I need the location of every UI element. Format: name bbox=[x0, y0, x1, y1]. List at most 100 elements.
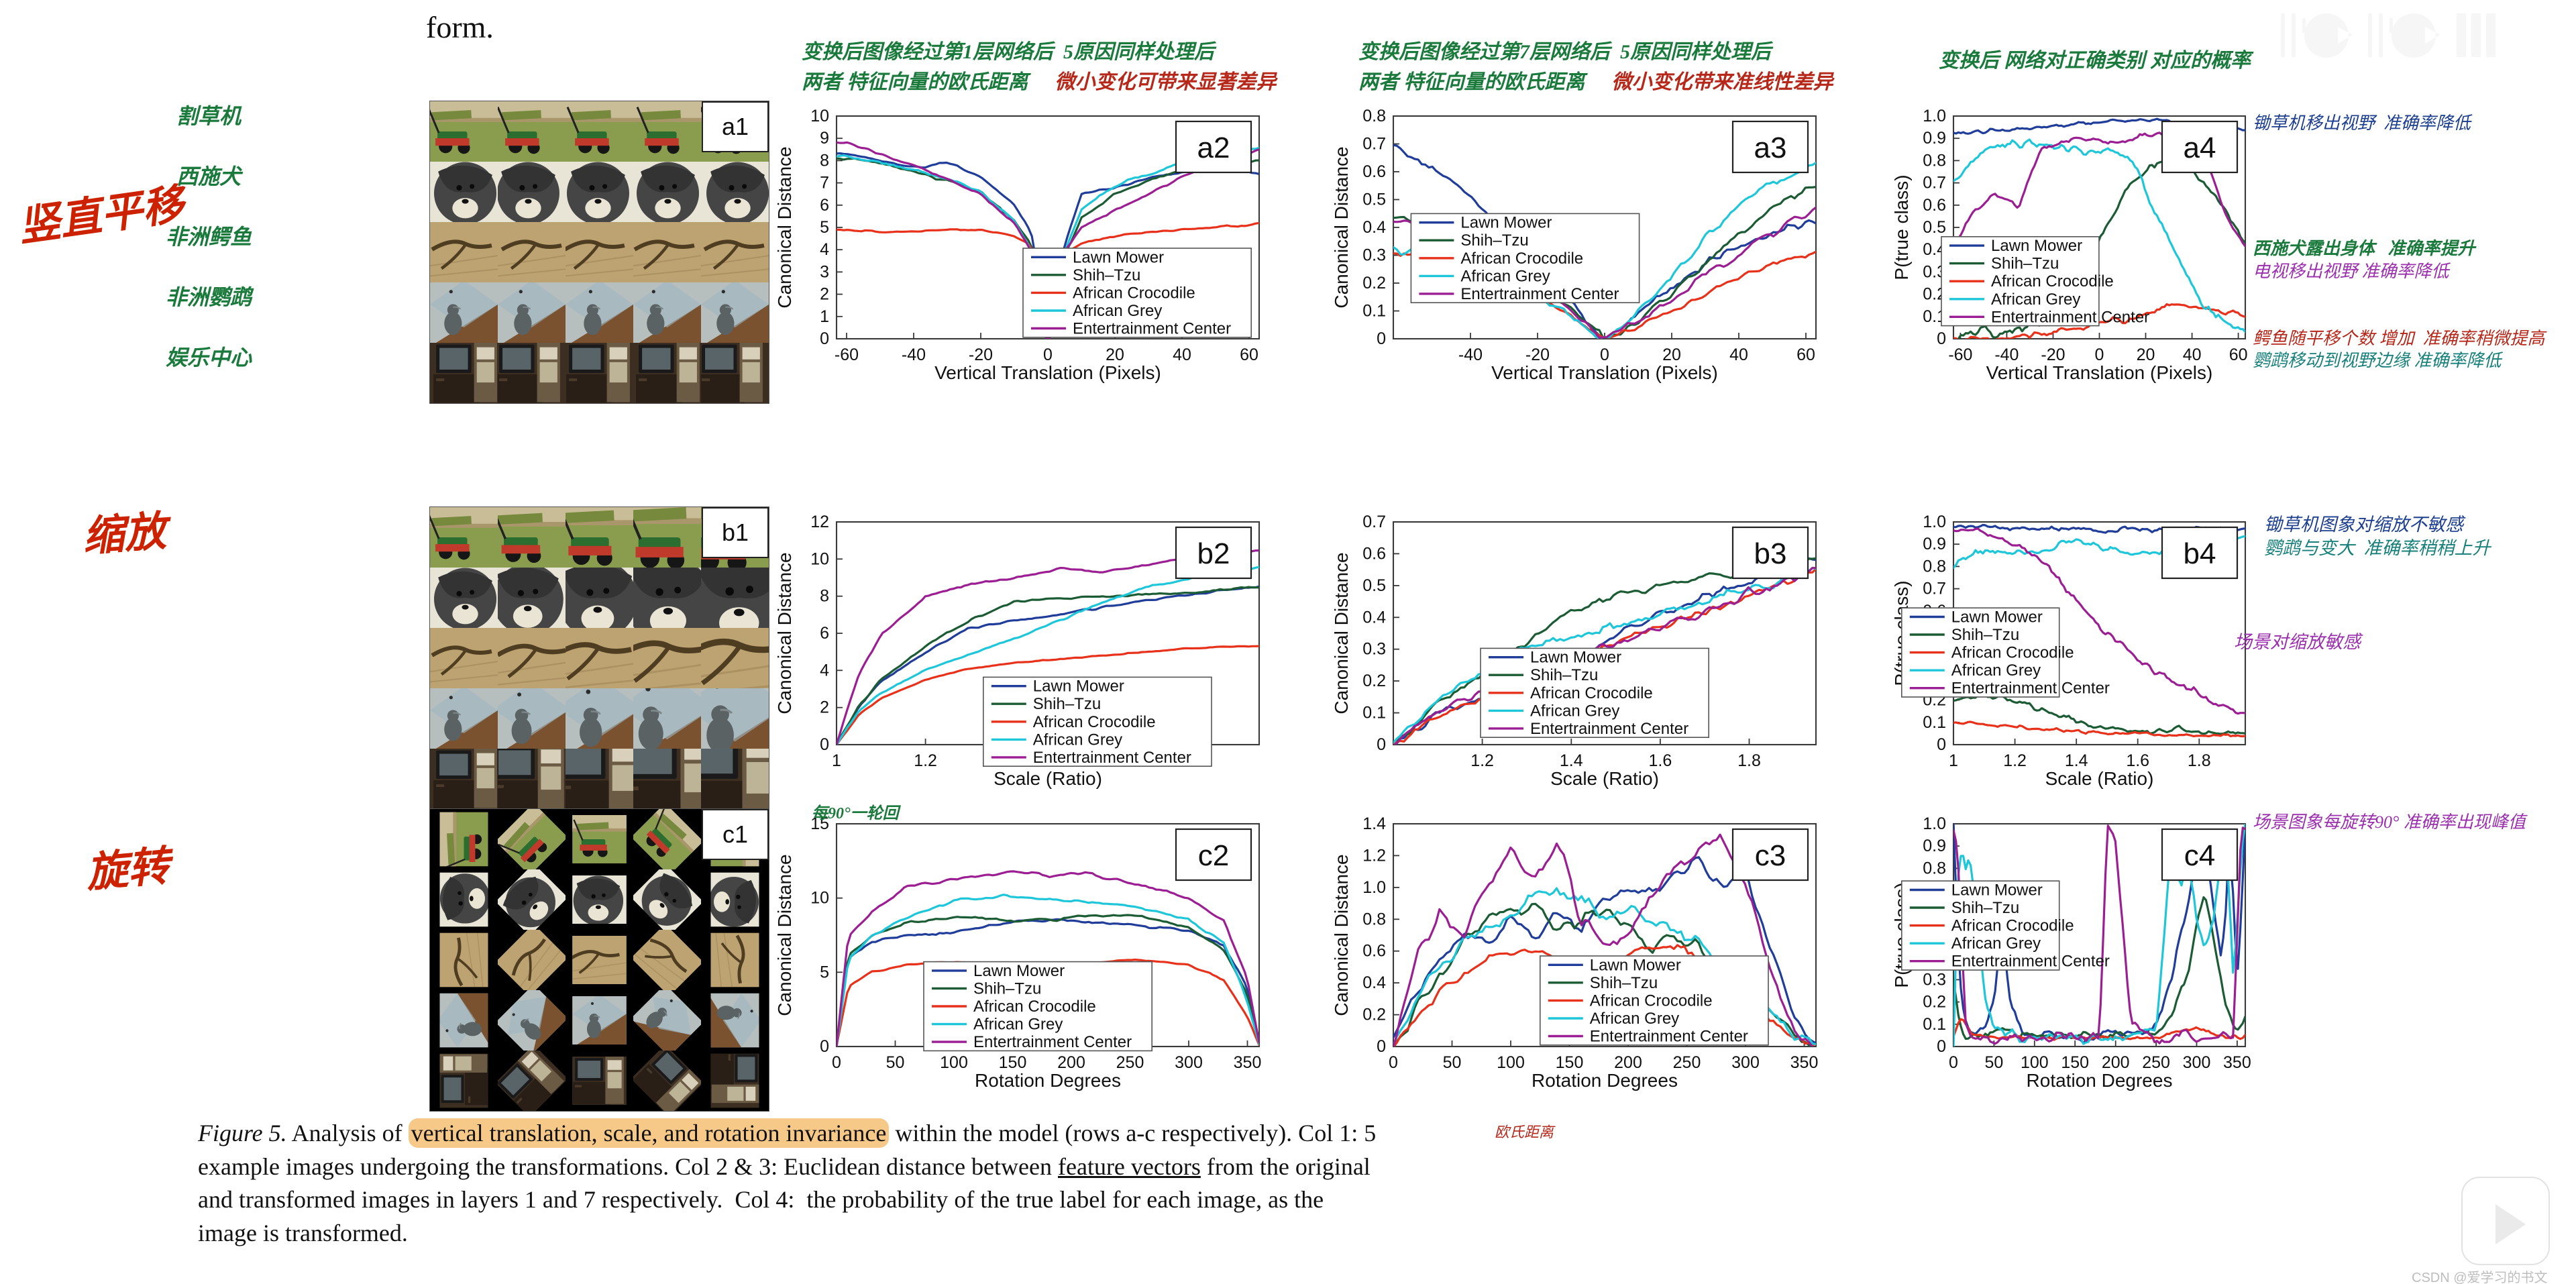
svg-text:Entertrainment Center: Entertrainment Center bbox=[1033, 749, 1191, 767]
svg-text:Vertical Translation (Pixels): Vertical Translation (Pixels) bbox=[1491, 362, 1718, 383]
svg-text:African Grey: African Grey bbox=[1033, 731, 1122, 749]
svg-text:0: 0 bbox=[1377, 329, 1386, 348]
svg-text:100: 100 bbox=[1497, 1053, 1525, 1072]
svg-text:-60: -60 bbox=[835, 345, 859, 364]
svg-text:c3: c3 bbox=[1755, 839, 1786, 872]
svg-text:0.6: 0.6 bbox=[1362, 942, 1386, 961]
svg-text:Lawn Mower: Lawn Mower bbox=[1073, 248, 1164, 266]
svg-text:60: 60 bbox=[1796, 345, 1815, 364]
svg-text:Lawn Mower: Lawn Mower bbox=[1460, 214, 1552, 232]
svg-text:4: 4 bbox=[820, 661, 829, 680]
svg-text:40: 40 bbox=[1173, 345, 1191, 364]
svg-text:Canonical Distance: Canonical Distance bbox=[774, 854, 795, 1016]
svg-text:Entertrainment Center: Entertrainment Center bbox=[1530, 720, 1688, 738]
svg-text:Shih–Tzu: Shih–Tzu bbox=[1033, 695, 1101, 713]
svg-text:0.8: 0.8 bbox=[1362, 107, 1386, 125]
svg-text:Scale (Ratio): Scale (Ratio) bbox=[1550, 768, 1659, 789]
svg-text:0: 0 bbox=[820, 329, 829, 348]
svg-text:50: 50 bbox=[1984, 1053, 2003, 1072]
svg-text:Canonical Distance: Canonical Distance bbox=[774, 552, 795, 714]
svg-text:Shih–Tzu: Shih–Tzu bbox=[1460, 231, 1528, 250]
svg-text:8: 8 bbox=[820, 587, 829, 606]
svg-text:African Grey: African Grey bbox=[1951, 661, 2041, 680]
svg-text:0.8: 0.8 bbox=[1362, 910, 1386, 928]
svg-text:1.2: 1.2 bbox=[914, 751, 937, 770]
svg-text:Vertical Translation (Pixels): Vertical Translation (Pixels) bbox=[1986, 362, 2213, 383]
svg-text:1.8: 1.8 bbox=[2188, 751, 2211, 770]
svg-text:0.6: 0.6 bbox=[1362, 162, 1386, 181]
svg-text:0: 0 bbox=[832, 1053, 841, 1072]
svg-text:1.0: 1.0 bbox=[1923, 107, 1946, 125]
svg-text:Lawn Mower: Lawn Mower bbox=[1951, 881, 2043, 900]
svg-text:African Grey: African Grey bbox=[1590, 1010, 1679, 1028]
svg-text:Entertrainment Center: Entertrainment Center bbox=[1460, 285, 1619, 303]
svg-text:0.5: 0.5 bbox=[1362, 576, 1386, 595]
svg-text:Entertrainment Center: Entertrainment Center bbox=[1073, 320, 1231, 338]
svg-text:1.0: 1.0 bbox=[1923, 513, 1946, 531]
svg-text:-40: -40 bbox=[902, 345, 926, 364]
svg-text:60: 60 bbox=[1240, 345, 1258, 364]
svg-text:2: 2 bbox=[820, 285, 829, 304]
svg-text:20: 20 bbox=[1662, 345, 1681, 364]
svg-text:-40: -40 bbox=[1994, 345, 2019, 364]
svg-text:African Crocodile: African Crocodile bbox=[1033, 713, 1156, 731]
svg-text:b2: b2 bbox=[1197, 537, 1230, 570]
svg-text:Canonical Distance: Canonical Distance bbox=[1331, 552, 1352, 714]
svg-text:Lawn Mower: Lawn Mower bbox=[1530, 649, 1621, 667]
svg-text:Scale (Ratio): Scale (Ratio) bbox=[994, 768, 1102, 789]
svg-text:P(true class): P(true class) bbox=[1891, 174, 1912, 280]
svg-text:10: 10 bbox=[810, 889, 829, 908]
svg-text:4: 4 bbox=[820, 240, 829, 259]
svg-text:0.1: 0.1 bbox=[1923, 1015, 1946, 1034]
svg-text:1.4: 1.4 bbox=[1362, 814, 1386, 833]
svg-text:Entertrainment Center: Entertrainment Center bbox=[1951, 953, 2110, 971]
svg-text:0.6: 0.6 bbox=[1923, 196, 1946, 215]
svg-text:1.0: 1.0 bbox=[1923, 814, 1946, 833]
svg-text:0: 0 bbox=[1937, 329, 1946, 348]
svg-text:0.2: 0.2 bbox=[1923, 993, 1946, 1012]
svg-text:Canonical Distance: Canonical Distance bbox=[774, 146, 795, 308]
svg-text:-20: -20 bbox=[969, 345, 993, 364]
svg-text:5: 5 bbox=[820, 218, 829, 237]
svg-text:7: 7 bbox=[820, 174, 829, 193]
svg-text:0: 0 bbox=[1043, 345, 1053, 364]
svg-text:a2: a2 bbox=[1197, 131, 1230, 164]
svg-text:African Grey: African Grey bbox=[1951, 934, 2041, 953]
svg-text:1.0: 1.0 bbox=[1362, 878, 1386, 897]
svg-text:0: 0 bbox=[1389, 1053, 1398, 1072]
svg-text:African Grey: African Grey bbox=[1460, 267, 1550, 285]
svg-text:1.2: 1.2 bbox=[2003, 751, 2027, 770]
svg-text:300: 300 bbox=[1175, 1053, 1203, 1072]
svg-text:0.7: 0.7 bbox=[1923, 580, 1946, 598]
svg-text:African Grey: African Grey bbox=[1991, 290, 2080, 309]
svg-text:250: 250 bbox=[2142, 1053, 2170, 1072]
svg-text:African Crocodile: African Crocodile bbox=[1073, 284, 1195, 302]
svg-text:Shih–Tzu: Shih–Tzu bbox=[1951, 899, 2019, 917]
svg-text:0.9: 0.9 bbox=[1923, 535, 1946, 553]
svg-text:Vertical Translation (Pixels): Vertical Translation (Pixels) bbox=[934, 362, 1161, 383]
svg-text:African Grey: African Grey bbox=[973, 1016, 1063, 1034]
svg-text:2: 2 bbox=[820, 698, 829, 717]
svg-text:0.2: 0.2 bbox=[1362, 1006, 1386, 1024]
svg-text:African Crocodile: African Crocodile bbox=[1991, 272, 2114, 290]
svg-text:African Crocodile: African Crocodile bbox=[1951, 644, 2074, 662]
svg-text:African Crocodile: African Crocodile bbox=[1460, 250, 1583, 268]
svg-text:Shih–Tzu: Shih–Tzu bbox=[973, 979, 1041, 998]
svg-text:1.6: 1.6 bbox=[1649, 751, 1672, 770]
svg-text:0: 0 bbox=[1937, 1037, 1946, 1056]
svg-text:5: 5 bbox=[820, 963, 829, 981]
svg-text:c4: c4 bbox=[2184, 839, 2215, 872]
svg-text:20: 20 bbox=[2137, 345, 2155, 364]
svg-text:Entertrainment Center: Entertrainment Center bbox=[1590, 1028, 1748, 1046]
svg-text:African Crocodile: African Crocodile bbox=[1590, 992, 1713, 1010]
svg-text:-20: -20 bbox=[1525, 345, 1550, 364]
svg-text:Shih–Tzu: Shih–Tzu bbox=[1951, 626, 2019, 644]
svg-text:African Crocodile: African Crocodile bbox=[973, 998, 1096, 1016]
svg-text:b3: b3 bbox=[1754, 537, 1787, 570]
svg-text:Rotation Degrees: Rotation Degrees bbox=[1532, 1070, 1678, 1091]
svg-text:Scale (Ratio): Scale (Ratio) bbox=[2045, 768, 2154, 789]
svg-text:0.2: 0.2 bbox=[1362, 274, 1386, 292]
svg-text:0: 0 bbox=[1600, 345, 1609, 364]
svg-text:0.7: 0.7 bbox=[1362, 135, 1386, 154]
svg-text:3: 3 bbox=[820, 262, 829, 281]
